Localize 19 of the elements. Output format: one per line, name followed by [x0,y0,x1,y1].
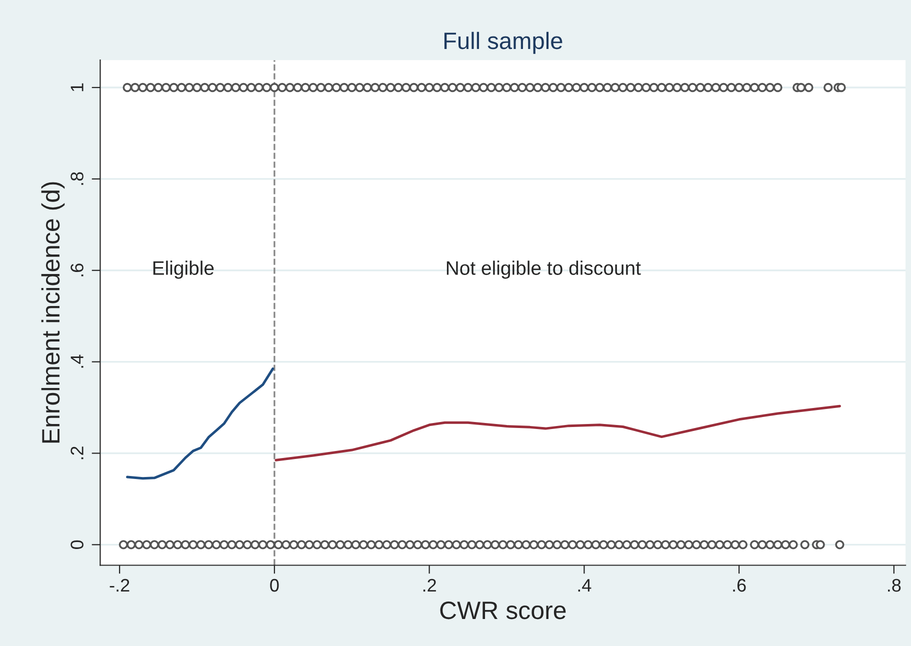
line-series [274,404,841,462]
x-tick-label: .6 [733,578,746,592]
line-series [126,367,274,480]
x-tick-label: .8 [888,578,901,592]
y-tick-label: 0 [70,540,84,549]
x-tick-label: -.2 [110,578,130,592]
x-tick-label: .2 [423,578,436,592]
y-tick-label: 1 [70,83,84,92]
x-tick-label: .4 [578,579,592,592]
chart-title: Full sample [444,32,562,54]
y-axis-title: Enrolment incidence (d) [41,182,65,443]
annotation: Eligible [153,260,214,279]
y-tick-label: .4 [70,354,84,368]
annotation: Not eligible to discount [446,260,641,279]
y-tick-label: .6 [70,264,84,276]
x-tick-label: 0 [270,578,279,592]
y-tick-label: .8 [70,172,84,185]
x-axis-title: CWR score [440,601,566,620]
y-tick-label: .2 [70,446,84,460]
